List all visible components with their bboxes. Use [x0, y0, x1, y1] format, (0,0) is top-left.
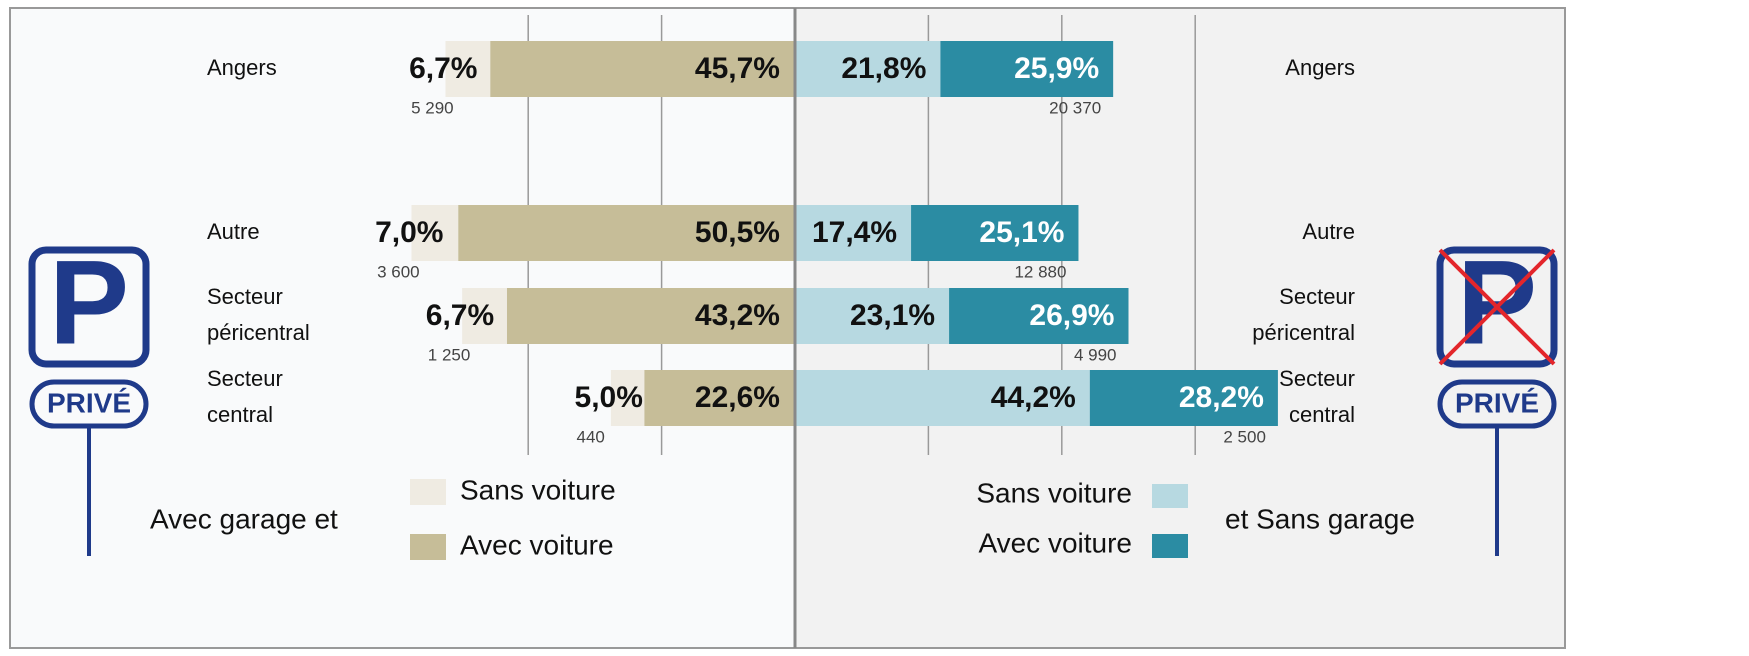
bar [795, 370, 1090, 426]
bar [462, 288, 507, 344]
category-label: Angers [207, 55, 277, 80]
bar [490, 41, 795, 97]
value-label: 5,0% [575, 381, 643, 414]
bar [949, 288, 1129, 344]
sign-right [1436, 246, 1558, 556]
bar [1089, 370, 1278, 426]
value-label: 28,2% [1179, 381, 1264, 414]
legend-swatch [1152, 534, 1188, 558]
sign-left [28, 246, 150, 556]
value-label: 25,1% [979, 216, 1064, 249]
sign-letter: P [49, 236, 129, 370]
value-label: 21,8% [841, 52, 926, 85]
count-label: 20 370 [1049, 98, 1101, 117]
value-label: 45,7% [695, 52, 780, 85]
value-label: 23,1% [850, 299, 935, 332]
value-label: 6,7% [426, 299, 494, 332]
value-label: 7,0% [375, 216, 443, 249]
value-label: 26,9% [1029, 299, 1114, 332]
value-label: 44,2% [991, 381, 1076, 414]
category-label: Secteur [1279, 366, 1355, 391]
sign-letter: P [1457, 236, 1537, 370]
count-label: 2 500 [1223, 427, 1266, 446]
count-label: 3 600 [377, 262, 420, 281]
category-label: Secteur [1279, 284, 1355, 309]
bar [458, 205, 795, 261]
category-label: péricentral [207, 320, 310, 345]
count-label: 4 990 [1074, 345, 1117, 364]
sign-label: PRIVÉ [1455, 387, 1539, 418]
bar [411, 205, 459, 261]
category-label: Secteur [207, 366, 283, 391]
count-label: 1 250 [428, 345, 471, 364]
sign-panel [1436, 246, 1558, 368]
value-label: 17,4% [812, 216, 897, 249]
bar [795, 288, 950, 344]
bar [506, 288, 795, 344]
legend-label: Avec voiture [978, 527, 1132, 558]
cross-line [1438, 248, 1556, 366]
cross [1438, 248, 1556, 366]
legend-title: Avec garage et [150, 503, 338, 534]
value-label: 6,7% [409, 52, 477, 85]
sign-label: PRIVÉ [47, 387, 131, 418]
bar [795, 205, 912, 261]
frame [9, 7, 1566, 649]
legend-label: Sans voiture [460, 474, 616, 505]
category-label: Autre [1302, 219, 1355, 244]
legend-swatch [1152, 484, 1188, 508]
bar [644, 370, 795, 426]
category-label: Autre [207, 219, 260, 244]
sign-panel [28, 246, 150, 368]
legend-label: Sans voiture [976, 477, 1132, 508]
value-label: 50,5% [695, 216, 780, 249]
bar [445, 41, 491, 97]
value-label: 43,2% [695, 299, 780, 332]
bar [911, 205, 1079, 261]
category-label: central [1289, 402, 1355, 427]
category-label: Secteur [207, 284, 283, 309]
legend-swatch [410, 479, 446, 505]
bar [940, 41, 1114, 97]
value-label: 25,9% [1014, 52, 1099, 85]
value-label: 22,6% [695, 381, 780, 414]
bar [795, 41, 941, 97]
legend-label: Avec voiture [460, 529, 614, 560]
legend-swatch [410, 534, 446, 560]
legend-title: et Sans garage [1225, 503, 1415, 534]
count-label: 12 880 [1014, 262, 1066, 281]
bar [610, 370, 645, 426]
category-label: central [207, 402, 273, 427]
count-label: 440 [577, 427, 605, 446]
category-label: péricentral [1252, 320, 1355, 345]
count-label: 5 290 [411, 98, 454, 117]
category-label: Angers [1285, 55, 1355, 80]
